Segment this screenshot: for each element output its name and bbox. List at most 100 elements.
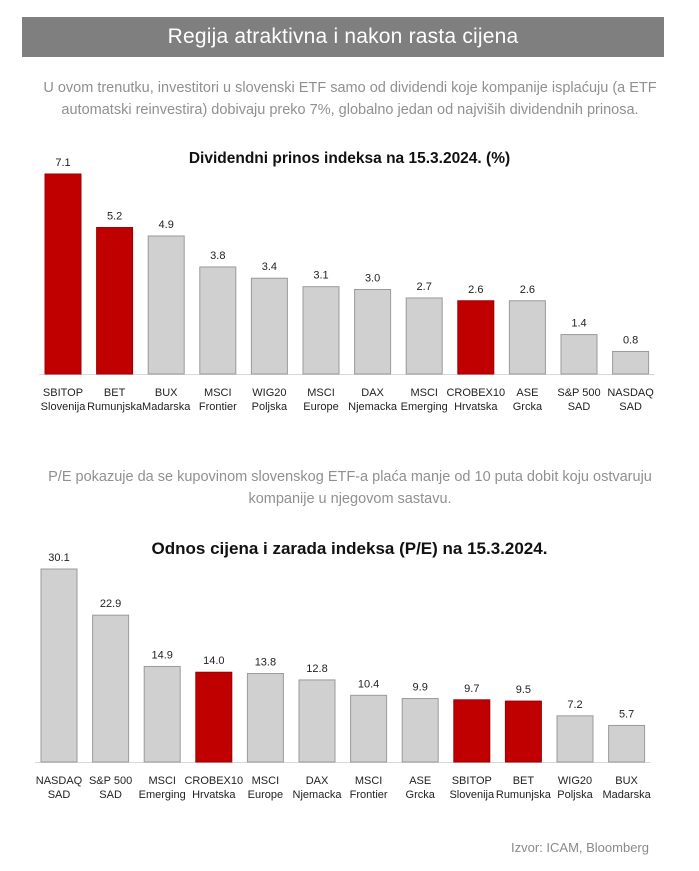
dividend-category-label-1-0: BET: [104, 387, 126, 399]
pe-category-label-2-0: MSCI: [148, 775, 176, 787]
pe-bar-1: [92, 614, 130, 763]
source-note: Izvor: ICAM, Bloomberg: [511, 840, 649, 855]
dividend-value-label-5: 3.1: [313, 270, 328, 282]
pe-category-label-1-1: SAD: [99, 789, 122, 801]
dividend-bar-0: [44, 173, 82, 375]
dividend-bar-3: [199, 266, 237, 375]
dividend-category-label-3-1: Frontier: [199, 401, 237, 413]
pe-bar-9: [504, 700, 542, 763]
pe-category-label-9-0: BET: [513, 775, 535, 787]
pe-value-label-5: 12.8: [306, 663, 327, 675]
dividend-category-label-9-0: ASE: [516, 387, 538, 399]
dividend-bar-10: [560, 334, 598, 375]
dividend-category-label-2-0: BUX: [155, 387, 178, 399]
pe-category-label-7-1: Grcka: [406, 789, 436, 801]
pe-category-label-4-0: MSCI: [252, 775, 280, 787]
dividend-category-label-7-0: MSCI: [410, 387, 438, 399]
pe-text: P/E pokazuje da se kupovinom slovenskog …: [48, 469, 652, 507]
pe-category-label-6-1: Frontier: [350, 789, 388, 801]
intro-text: U ovom trenutku, investitori u slovenski…: [43, 80, 657, 118]
pe-value-label-9: 9.5: [516, 684, 531, 696]
dividend-value-label-3: 3.8: [210, 250, 225, 262]
pe-bar-10: [556, 715, 594, 763]
dividend-category-label-11-1: SAD: [619, 401, 642, 413]
pe-bar-5: [298, 679, 336, 763]
pe-bar-6: [350, 694, 388, 763]
dividend-category-label-6-0: DAX: [361, 387, 384, 399]
dividend-category-label-9-1: Grcka: [513, 401, 543, 413]
pe-category-label-11-1: Madarska: [602, 789, 651, 801]
pe-ratio-chart: 30.1 NASDAQ SAD 22.9 S&P 500 SAD 14.9 MSCI Emerg…: [35, 552, 652, 801]
pe-value-label-0: 30.1: [48, 552, 69, 564]
dividend-bar-6: [354, 288, 392, 375]
pe-category-label-3-1: Hrvatska: [192, 789, 236, 801]
dividend-value-label-1: 5.2: [107, 211, 122, 223]
dividend-bar-2: [147, 235, 185, 375]
pe-category-label-0-0: NASDAQ: [36, 775, 83, 787]
pe-bar-8: [453, 699, 491, 763]
dividend-category-label-8-1: Hrvatska: [454, 401, 498, 413]
pe-category-label-8-1: Slovenija: [449, 789, 495, 801]
dividend-category-label-1-1: Rumunjska: [87, 401, 143, 413]
pe-bar-3: [195, 671, 233, 763]
dividend-value-label-4: 3.4: [262, 261, 277, 273]
pe-category-label-11-0: BUX: [615, 775, 638, 787]
pe-category-label-8-0: SBITOP: [452, 775, 492, 787]
pe-category-label-4-1: Europe: [248, 789, 283, 801]
dividend-category-label-0-1: Slovenija: [41, 401, 87, 413]
dividend-category-label-3-0: MSCI: [204, 387, 232, 399]
pe-chart-title: Odnos cijena i zarada indeksa (P/E) na 1…: [151, 539, 548, 558]
dividend-category-label-11-0: NASDAQ: [607, 387, 654, 399]
pe-value-label-10: 7.2: [567, 699, 582, 711]
pe-category-label-10-0: WIG20: [558, 775, 592, 787]
dividend-yield-chart: 7.1 SBITOP Slovenija 5.2 BET Rumunjska 4.9 BUX M…: [39, 157, 655, 413]
dividend-bar-4: [250, 277, 288, 375]
pe-value-label-4: 13.8: [255, 657, 276, 669]
pe-bar-4: [246, 673, 284, 763]
pe-category-label-6-0: MSCI: [355, 775, 383, 787]
pe-category-label-7-0: ASE: [409, 775, 431, 787]
dividend-category-label-5-1: Europe: [303, 401, 338, 413]
pe-category-label-5-0: DAX: [306, 775, 329, 787]
dividend-category-label-6-1: Njemacka: [348, 401, 398, 413]
pe-value-label-2: 14.9: [151, 649, 172, 661]
dividend-category-label-7-1: Emerging: [401, 401, 448, 413]
dividend-bar-11: [612, 350, 650, 375]
dividend-category-label-10-1: SAD: [568, 401, 591, 413]
dividend-category-label-5-0: MSCI: [307, 387, 335, 399]
pe-category-label-3-0: CROBEX10: [184, 775, 243, 787]
dividend-category-label-10-0: S&P 500: [557, 387, 600, 399]
dividend-bar-7: [405, 297, 443, 375]
dividend-bar-9: [508, 300, 546, 375]
pe-bar-7: [401, 698, 439, 763]
dividend-bar-8: [457, 300, 495, 375]
pe-bar-11: [608, 724, 646, 763]
dividend-category-label-8-0: CROBEX10: [446, 387, 505, 399]
pe-category-label-2-1: Emerging: [139, 789, 186, 801]
dividend-value-label-0: 7.1: [55, 157, 70, 169]
dividend-category-label-4-0: WIG20: [252, 387, 286, 399]
pe-category-label-0-1: SAD: [48, 789, 71, 801]
pe-value-label-1: 22.9: [100, 598, 121, 610]
dividend-value-label-10: 1.4: [571, 318, 586, 330]
dividend-bar-1: [96, 227, 134, 375]
pe-category-label-9-1: Rumunjska: [496, 789, 552, 801]
dividend-value-label-8: 2.6: [468, 284, 483, 296]
pe-value-label-11: 5.7: [619, 708, 634, 720]
dividend-value-label-6: 3.0: [365, 272, 380, 284]
dividend-value-label-2: 4.9: [159, 219, 174, 231]
pe-value-label-8: 9.7: [464, 683, 479, 695]
dividend-category-label-4-1: Poljska: [252, 401, 288, 413]
dividend-value-label-9: 2.6: [520, 284, 535, 296]
pe-category-label-5-1: Njemacka: [293, 789, 343, 801]
pe-category-label-10-1: Poljska: [557, 789, 593, 801]
dividend-value-label-7: 2.7: [417, 281, 432, 293]
dividend-chart-title: Dividendni prinos indeksa na 15.3.2024. …: [188, 150, 511, 167]
pe-bar-2: [143, 665, 181, 763]
banner-title: Regija atraktivna i nakon rasta cijena: [22, 17, 664, 57]
dividend-value-label-11: 0.8: [623, 334, 638, 346]
pe-category-label-1-0: S&P 500: [89, 775, 132, 787]
dividend-category-label-2-1: Madarska: [142, 401, 191, 413]
pe-value-label-7: 9.9: [413, 682, 428, 694]
pe-value-label-3: 14.0: [203, 655, 224, 667]
